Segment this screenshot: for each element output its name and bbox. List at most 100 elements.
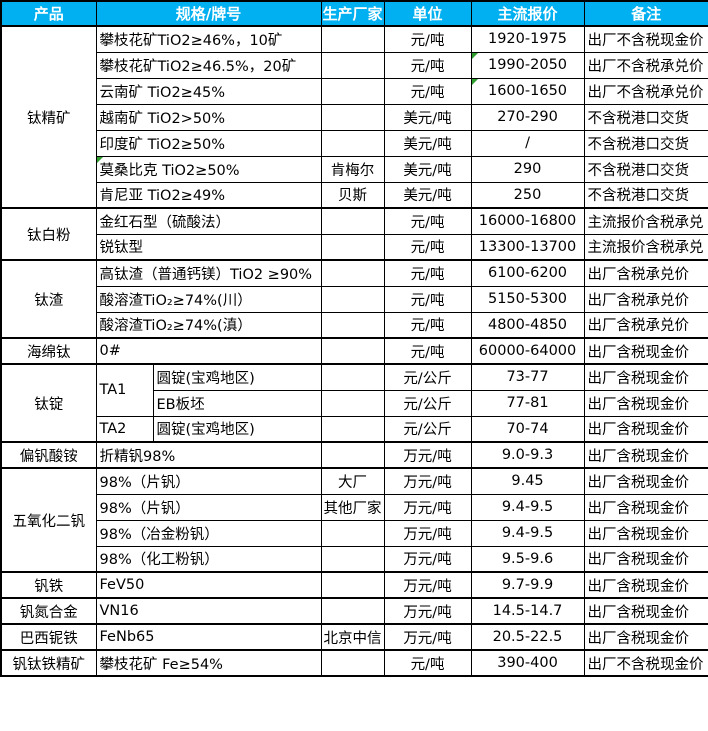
cell-text: 390-400 — [497, 655, 558, 671]
cell-text: 钛锭 — [34, 396, 64, 413]
cell-text: 出厂含税现金价 — [587, 552, 690, 569]
cell-text: 元/公斤 — [403, 396, 452, 413]
specb-cell: 圆锭(宝鸡地区) — [152, 415, 322, 443]
cell-text: 万元/吨 — [403, 448, 452, 465]
note-cell: 出厂含税现金价 — [583, 389, 708, 417]
unit-cell: 元/吨 — [383, 649, 472, 677]
cell-text: 圆锭(宝鸡地区) — [156, 370, 255, 387]
price-cell: 4800-4850 — [470, 311, 585, 339]
spec-cell: 印度矿 TiO2≥50% — [95, 129, 322, 157]
spec-cell: 98%（片钒） — [95, 467, 322, 495]
header-row: 产品 规格/牌号 生产厂家 单位 主流报价 备注 — [0, 0, 708, 27]
unit-cell: 美元/吨 — [383, 129, 472, 157]
cell-text: 不含税港口交货 — [587, 136, 690, 153]
price-cell: 9.5-9.6 — [470, 545, 585, 573]
unit-cell: 美元/吨 — [383, 155, 472, 183]
cell-text: 酸溶渣TiO₂≥74%(滇） — [99, 318, 252, 335]
cell-text: 1990-2050 — [487, 57, 568, 73]
cell-text: 98%（化工粉钒） — [99, 552, 219, 569]
table-row: 钒钛铁精矿 攀枝花矿 Fe≥54% 元/吨 390-400 出厂不含税现金价 — [0, 649, 708, 677]
cell-text: 攀枝花矿 Fe≥54% — [99, 656, 223, 673]
cell-text: 5150-5300 — [487, 291, 568, 307]
green-corner-flag-icon — [472, 53, 478, 59]
unit-cell: 元/吨 — [383, 25, 472, 53]
maker-cell — [320, 103, 385, 131]
cell-text: 20.5-22.5 — [492, 629, 563, 645]
cell-text: 海绵钛 — [27, 344, 71, 361]
note-cell: 不含税港口交货 — [583, 155, 708, 183]
cell-text: 13300-13700 — [478, 238, 577, 255]
header-label: 主流报价 — [497, 5, 558, 23]
cell-text: 钒铁 — [34, 578, 64, 595]
cell-text: 出厂含税现金价 — [587, 630, 690, 647]
table-row: 攀枝花矿TiO2≥46.5%，20矿 元/吨 1990-2050 出厂不含税承兑价 — [1, 51, 708, 79]
cell-text: 70-74 — [506, 420, 549, 437]
cell-text: 4800-4850 — [487, 316, 568, 333]
table-row: 98%（片钒） 其他厂家 万元/吨 9.4-9.5 出厂含税现金价 — [1, 493, 708, 521]
table-row: 钛锭 TA1 圆锭(宝鸡地区) 元/公斤 73-77 出厂含税现金价 — [0, 363, 708, 443]
note-cell: 出厂含税现金价 — [583, 337, 708, 365]
spec-cell: 云南矿 TiO2≥45% — [95, 77, 322, 105]
cell-text: 元/吨 — [410, 84, 445, 101]
note-cell: 出厂含税现金价 — [583, 519, 708, 547]
price-cell: 20.5-22.5 — [470, 623, 585, 651]
cell-text: 印度矿 TiO2≥50% — [99, 136, 226, 153]
maker-cell — [320, 259, 385, 287]
cell-text: 大厂 — [338, 474, 368, 491]
cell-text: 攀枝花矿TiO2≥46%，10矿 — [99, 32, 283, 49]
cell-text: TA2 — [99, 420, 127, 437]
cell-text: 出厂不含税现金价 — [587, 32, 704, 49]
cell-text: 出厂含税承兑价 — [587, 266, 690, 283]
cell-text: 越南矿 TiO2>50% — [99, 110, 226, 127]
spec-cell: FeV50 — [95, 571, 322, 599]
price-table: 产品 规格/牌号 生产厂家 单位 主流报价 备注 钛精矿 攀枝花矿TiO2≥46%… — [0, 0, 708, 677]
table-row: 钛渣 高钛渣（普通钙镁）TiO2 ≥90% 元/吨 6100-6200 出厂含税承兑价 — [0, 259, 708, 339]
speca-cell: TA2 — [95, 415, 154, 443]
cell-text: 9.5-9.6 — [501, 550, 554, 567]
table-row: 越南矿 TiO2>50% 美元/吨 270-290 不含税港口交货 — [1, 103, 708, 131]
cell-text: / — [525, 135, 530, 151]
cell-text: 98%（片钒） — [99, 500, 190, 517]
cell-text: 出厂不含税现金价 — [587, 656, 704, 673]
header-label: 备注 — [631, 5, 662, 23]
cell-text: 莫桑比克 TiO2≥50% — [99, 162, 240, 179]
header-label: 生产厂家 — [322, 5, 383, 23]
table-row: TA2 圆锭(宝鸡地区) 元/公斤 70-74 出厂含税现金价 — [1, 415, 708, 443]
cell-text: 美元/吨 — [403, 188, 452, 205]
cell-text: 其他厂家 — [323, 500, 382, 517]
cell-text: 9.45 — [511, 473, 544, 490]
green-corner-flag-icon — [97, 157, 103, 163]
table-row: 钛精矿 攀枝花矿TiO2≥46%，10矿 元/吨 1920-1975 出厂不含税现金价 — [0, 25, 708, 209]
cell-text: 圆锭(宝鸡地区) — [156, 422, 255, 439]
spec-cell: 98%（化工粉钒） — [95, 545, 322, 573]
table-row: 莫桑比克 TiO2≥50% 肯梅尔 美元/吨 290 不含税港口交货 — [1, 155, 708, 183]
cell-text: 9.0-9.3 — [501, 447, 554, 463]
maker-cell: 北京中信 — [320, 623, 385, 651]
cell-text: 290 — [513, 161, 542, 177]
table-row: 钛白粉 金红石型（硫酸法） 元/吨 16000-16800 主流报价含税承兑 — [0, 207, 708, 261]
price-cell: 6100-6200 — [470, 259, 585, 287]
price-cell: 1600-1650 — [470, 77, 585, 105]
note-cell: 出厂含税承兑价 — [583, 285, 708, 313]
cell-text: 出厂含税现金价 — [587, 474, 690, 491]
cell-text: 高钛渣（普通钙镁）TiO2 ≥90% — [99, 266, 313, 283]
spec-cell: FeNb65 — [95, 623, 322, 651]
cell-text: 出厂含税现金价 — [587, 370, 690, 387]
maker-cell — [320, 545, 385, 573]
cell-text: 不含税港口交货 — [587, 110, 690, 127]
price-cell: 5150-5300 — [470, 285, 585, 313]
cell-text: 73-77 — [506, 369, 549, 386]
spec-cell: 锐钛型 — [95, 233, 322, 261]
unit-cell: 元/吨 — [383, 337, 472, 365]
cell-text: 出厂含税现金价 — [587, 422, 690, 439]
spec-cell: 高钛渣（普通钙镁）TiO2 ≥90% — [95, 259, 322, 287]
header-label: 规格/牌号 — [175, 5, 242, 23]
header-price: 主流报价 — [470, 0, 585, 27]
speca-cell: TA1 — [95, 363, 154, 417]
spec-cell: VN16 — [95, 597, 322, 625]
note-cell: 出厂不含税承兑价 — [583, 77, 708, 105]
unit-cell: 万元/吨 — [383, 597, 472, 625]
spec-cell: 攀枝花矿 Fe≥54% — [95, 649, 322, 677]
maker-cell — [320, 207, 385, 235]
maker-cell — [320, 51, 385, 79]
